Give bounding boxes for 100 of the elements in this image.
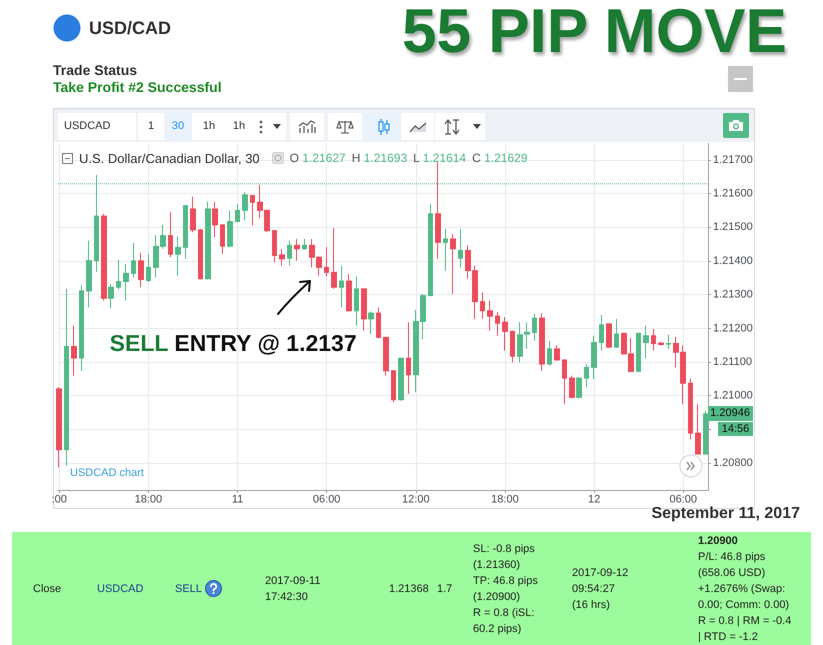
candlestick xyxy=(606,322,612,348)
candlestick xyxy=(235,203,240,223)
text: SL: -0.8 pips (1.21360) TP: 46.8 pips (1.20900) R = 0.8 (iSL: 60.2 pips) xyxy=(473,542,538,636)
candlestick xyxy=(361,288,367,332)
candlestick xyxy=(532,313,537,342)
candlestick xyxy=(116,259,121,290)
candlestick xyxy=(354,276,359,326)
candlestick xyxy=(123,263,129,302)
candlestick xyxy=(205,201,211,280)
x-tick-label: 12:00 xyxy=(402,494,430,506)
candlestick xyxy=(108,283,114,309)
candlestick xyxy=(510,330,515,363)
x-tick-label: 06:00 xyxy=(312,494,340,506)
candlestick xyxy=(443,228,448,272)
text: 1 xyxy=(146,119,156,134)
y-tick-label: 1.21700 xyxy=(713,154,753,166)
candlestick xyxy=(666,334,671,350)
text: September 11, 2017 xyxy=(650,505,800,523)
y-tick-label: 1.21500 xyxy=(713,221,753,234)
candlestick xyxy=(227,210,233,248)
x-tick-label: 18:00 xyxy=(491,494,519,506)
candlestick xyxy=(272,229,277,263)
candlestick xyxy=(368,310,374,335)
chart-subtitle: USD/CAD xyxy=(89,17,172,39)
y-tick-label: 1.21600 xyxy=(713,188,753,200)
candlestick xyxy=(614,318,619,348)
candlestick xyxy=(554,344,560,362)
y-tick-label: 1.20800 xyxy=(713,457,753,470)
text: 1.7 xyxy=(437,582,452,596)
candlestick xyxy=(391,370,396,403)
x-tick-label: 12 xyxy=(588,494,600,506)
candlestick xyxy=(331,227,337,290)
candlestick xyxy=(658,341,664,346)
candlestick xyxy=(480,292,485,320)
text: USDCAD xyxy=(97,582,144,596)
annotation: C 1.21629 xyxy=(472,151,528,165)
x-tick-label: 18:00 xyxy=(134,494,162,506)
candlestick xyxy=(695,404,701,456)
text: 1h xyxy=(202,119,216,134)
candlestick xyxy=(651,328,656,352)
annotation: U.S. Dollar/Canadian Dollar, 30 xyxy=(79,150,260,166)
annotation: L 1.21614 xyxy=(413,151,466,165)
candlestick xyxy=(64,288,69,466)
y-tick-label: 1.21400 xyxy=(713,254,753,267)
candlestick xyxy=(183,204,188,260)
y-tick-label: 1.21300 xyxy=(713,288,753,301)
candlestick xyxy=(584,364,589,388)
candlestick xyxy=(168,212,173,258)
candlestick xyxy=(175,236,181,276)
text: SELL xyxy=(175,582,202,596)
candlestick xyxy=(495,312,500,336)
candlestick xyxy=(279,248,285,266)
candlestick xyxy=(294,238,300,262)
candlestick xyxy=(591,335,597,380)
candlestick xyxy=(198,228,203,280)
text: Close xyxy=(33,582,62,596)
y-tick-label: 1.21200 xyxy=(713,322,753,334)
y-tick-label: 1.21100 xyxy=(713,356,752,368)
text: 1.20900 P/L: 46.8 pips (658.06 USD) +1.2676% (Swap: 0.00; Comm: 0.00) R = 0.8 | RM = -0.4 | RTD = -1.2 xyxy=(698,534,792,644)
text: 2017-09-12 09:54:27 (16 hrs) xyxy=(572,566,628,612)
candlestick xyxy=(138,252,144,288)
annotation: USDCAD chart xyxy=(70,466,144,480)
candlestick xyxy=(487,300,493,332)
candlestick xyxy=(242,192,248,221)
text: 1h xyxy=(232,119,246,134)
candlestick xyxy=(450,233,456,294)
candlestick xyxy=(250,194,255,226)
candlestick xyxy=(287,240,292,266)
y-tick-label: 1.21000 xyxy=(713,390,753,402)
candlestick xyxy=(643,325,649,359)
candlestick xyxy=(86,240,92,308)
candlestick xyxy=(302,238,307,250)
candlestick xyxy=(547,340,552,366)
candlestick xyxy=(599,314,604,352)
candlestick xyxy=(101,213,107,302)
candlestick xyxy=(636,332,641,373)
candlestick xyxy=(428,203,433,297)
candlestick xyxy=(398,357,404,402)
candlestick xyxy=(562,358,567,405)
candlestick xyxy=(502,316,508,352)
candlestick xyxy=(458,228,463,268)
candlestick xyxy=(688,378,693,440)
candlestick xyxy=(346,274,352,312)
candlestick xyxy=(79,285,84,372)
annotation: SELL ENTRY @ 1.2137 xyxy=(110,330,357,356)
text: 2017-09-11 17:42:30 xyxy=(265,574,320,604)
chart-title: 55 PIP MOVE xyxy=(402,0,787,66)
candlestick xyxy=(383,336,389,376)
candlestick xyxy=(569,375,575,399)
candlestick xyxy=(406,322,411,394)
candlestick xyxy=(71,325,77,376)
candlestick xyxy=(576,376,582,399)
x-tick-label: 06:00 xyxy=(669,494,698,506)
candlestick xyxy=(131,242,136,278)
candlestick xyxy=(212,201,218,238)
text: Trade Status xyxy=(53,62,138,78)
x-tick-label: :00 xyxy=(52,494,67,506)
candlestick xyxy=(220,223,225,254)
annotation: O 1.21627 xyxy=(290,151,346,165)
text: Take Profit #2 Successful xyxy=(53,79,222,95)
